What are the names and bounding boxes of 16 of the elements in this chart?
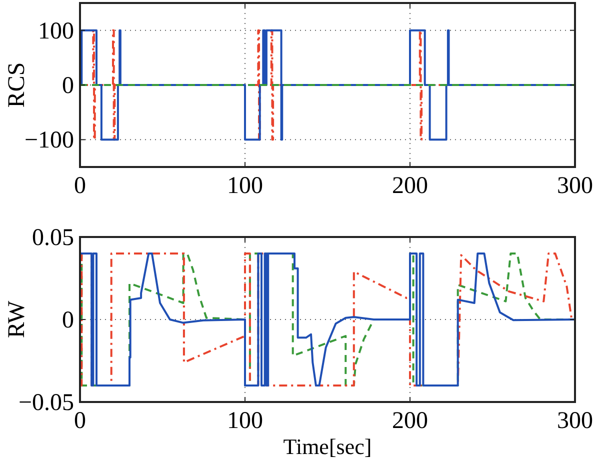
y-tick-label: 0 — [62, 308, 74, 334]
y-tick-label: −0.05 — [18, 390, 74, 416]
x-tick-label: 100 — [227, 173, 263, 199]
y-tick-label: 0 — [62, 73, 74, 99]
x-axis-title: Time[sec] — [283, 434, 372, 459]
x-tick-label: 300 — [557, 408, 593, 434]
y-tick-label: 0.05 — [32, 225, 74, 251]
x-tick-label: 300 — [557, 173, 593, 199]
x-tick-label: 200 — [392, 408, 428, 434]
y-axis-title: RCS — [4, 62, 30, 108]
y-tick-label: −100 — [24, 128, 74, 154]
x-tick-label: 200 — [392, 173, 428, 199]
y-axis-title: RW — [4, 300, 30, 338]
x-tick-label: 100 — [227, 408, 263, 434]
line-series — [80, 252, 575, 386]
y-tick-label: 100 — [38, 18, 74, 44]
